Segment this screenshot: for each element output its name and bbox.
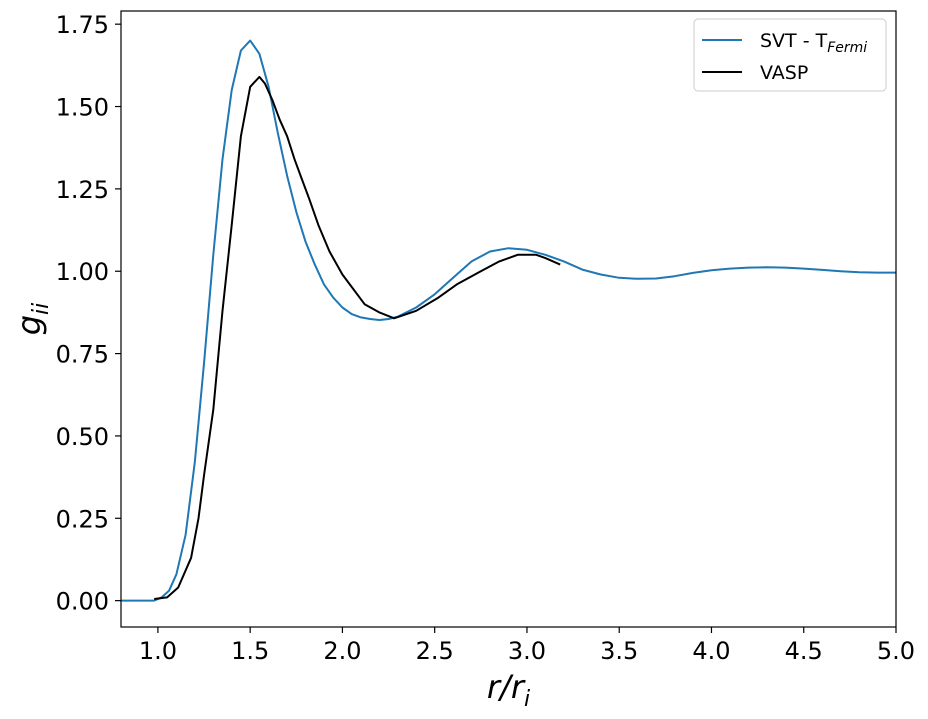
x-axis-label: r/ri <box>487 668 530 712</box>
x-tick-label: 4.0 <box>692 637 730 665</box>
x-tick-label: 1.0 <box>139 637 177 665</box>
y-tick-label: 0.00 <box>56 588 109 616</box>
y-tick-label: 1.50 <box>56 94 109 122</box>
y-axis-label: gii <box>10 303 54 336</box>
y-axis: 0.00 0.25 0.50 0.75 1.00 1.25 1.50 1.75 <box>56 11 121 616</box>
y-tick-label: 1.00 <box>56 258 109 286</box>
legend-label-svt: SVT - TFermi <box>760 30 867 56</box>
y-tick-label: 0.25 <box>56 505 109 533</box>
legend: SVT - TFermi VASP <box>693 18 887 92</box>
x-tick-label: 5.0 <box>877 637 915 665</box>
x-tick-label: 3.5 <box>600 637 638 665</box>
x-tick-label: 4.5 <box>785 637 823 665</box>
x-axis-label-subscript: i <box>524 687 530 712</box>
y-tick-label: 1.25 <box>56 176 109 204</box>
series-line-vasp <box>154 75 561 600</box>
plot-frame <box>120 10 897 628</box>
x-tick-label: 1.5 <box>231 637 269 665</box>
series-line-svt <box>121 39 896 602</box>
series-layer <box>121 39 896 602</box>
y-axis-label-main: g <box>10 315 48 335</box>
y-tick-label: 1.75 <box>56 11 109 39</box>
x-tick-label: 3.0 <box>508 637 546 665</box>
y-axis-label-subscript: ii <box>29 303 54 315</box>
legend-label-vasp: VASP <box>760 62 808 84</box>
legend-label-svt-subscript: Fermi <box>827 40 867 56</box>
x-axis: 1.0 1.5 2.0 2.5 3.0 3.5 4.0 4.5 5.0 <box>139 627 915 665</box>
x-axis-label-main: r/r <box>487 668 526 706</box>
y-tick-label: 0.75 <box>56 341 109 369</box>
x-tick-label: 2.0 <box>323 637 361 665</box>
legend-label-svt-main: SVT - T <box>760 30 828 52</box>
legend-label-vasp-main: VASP <box>760 62 808 84</box>
x-tick-label: 2.5 <box>416 637 454 665</box>
y-tick-label: 0.50 <box>56 423 109 451</box>
